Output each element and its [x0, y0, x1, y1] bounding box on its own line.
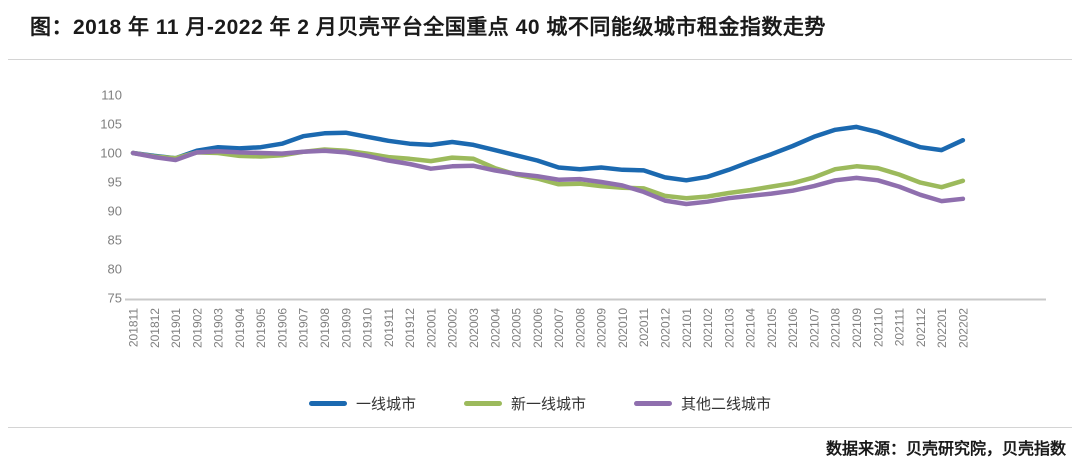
legend-label-new-tier1: 新一线城市 — [510, 395, 586, 413]
y-axis-tick-label: 80 — [108, 262, 122, 277]
x-axis-tick-label: 202108 — [829, 308, 843, 348]
x-axis-tick-label: 202101 — [680, 308, 694, 348]
x-axis-tick-label: 202107 — [807, 308, 821, 348]
x-axis-tick-label: 202008 — [573, 308, 587, 348]
y-axis-tick-label: 110 — [101, 88, 122, 103]
x-axis-tick-label: 201904 — [233, 308, 247, 348]
x-axis-tick-label: 201905 — [254, 308, 268, 348]
x-axis-tick-label: 201911 — [382, 308, 396, 347]
legend-label-other-tier2: 其他二线城市 — [681, 395, 772, 413]
x-axis-tick-label: 201812 — [148, 308, 162, 348]
y-axis-tick-label: 90 — [108, 204, 122, 219]
x-axis-ticks: 201811 201812 201901 201902 201903 201904 2019… — [127, 308, 971, 348]
data-source-note: 数据来源：贝壳研究院，贝壳指数 — [825, 441, 1066, 458]
x-axis-tick-label: 202102 — [701, 308, 715, 348]
x-axis-tick-label: 202112 — [914, 308, 928, 347]
y-axis-tick-label: 105 — [100, 117, 122, 132]
x-axis-tick-label: 201906 — [275, 308, 289, 348]
legend-swatch-tier1 — [308, 400, 347, 406]
x-axis-tick-label: 202103 — [722, 308, 736, 348]
series-line-1 — [130, 147, 966, 201]
x-axis-tick-label: 202104 — [744, 308, 758, 348]
chart-area: 110 105 100 95 90 85 80 75 201811 201812 201901 201… — [0, 60, 1080, 390]
x-axis-tick-label: 202003 — [467, 308, 481, 348]
legend-label-tier1: 一线城市 — [355, 395, 416, 413]
x-axis-tick-label: 202011 — [637, 308, 651, 347]
x-axis-tick-label: 201908 — [318, 308, 332, 348]
footer-divider — [8, 427, 1072, 428]
legend-item-new-tier1: 新一线城市 — [463, 393, 586, 414]
x-axis-tick-label: 202005 — [510, 308, 524, 348]
x-axis-tick-label: 201909 — [339, 308, 353, 348]
x-axis-tick-label: 201902 — [190, 308, 204, 348]
series-line-0 — [130, 124, 966, 183]
legend-item-tier1: 一线城市 — [308, 393, 416, 414]
x-axis-tick-label: 202007 — [552, 308, 566, 348]
x-axis-tick-label: 202111 — [893, 308, 907, 347]
x-axis-tick-label: 202006 — [531, 308, 545, 348]
y-axis-tick-label: 75 — [108, 291, 122, 306]
legend-item-other-tier2: 其他二线城市 — [634, 393, 771, 414]
x-axis-tick-label: 202201 — [935, 308, 949, 348]
legend: 一线城市 新一线城市 其他二线城市 — [0, 390, 1080, 416]
series-line-2 — [130, 148, 966, 207]
x-axis-tick-label: 202009 — [595, 308, 609, 348]
x-axis-tick-label: 202110 — [871, 308, 885, 347]
x-axis-tick-label: 202010 — [616, 308, 630, 348]
x-axis-tick-label: 202001 — [424, 308, 438, 348]
x-axis-tick-label: 201901 — [169, 308, 183, 348]
x-axis-tick-label: 201910 — [361, 308, 375, 348]
x-axis-tick-label: 201811 — [127, 308, 141, 347]
title-divider — [8, 59, 1072, 60]
y-axis-ticks: 110 105 100 95 90 85 80 75 — [100, 88, 122, 306]
legend-swatch-new-tier1 — [463, 400, 502, 406]
y-axis-tick-label: 95 — [108, 175, 122, 190]
x-axis-tick-label: 202012 — [659, 308, 673, 348]
x-axis-tick-label: 201912 — [403, 308, 417, 348]
x-axis-tick-label: 202004 — [488, 308, 502, 348]
x-axis-tick-label: 201907 — [297, 308, 311, 348]
x-axis-tick-label: 201903 — [212, 308, 226, 348]
x-axis-tick-label: 202109 — [850, 308, 864, 348]
y-axis-tick-label: 85 — [108, 233, 122, 248]
x-axis-tick-label: 202105 — [765, 308, 779, 348]
x-axis-tick-label: 202106 — [786, 308, 800, 348]
page-title: 图：2018 年 11 月-2022 年 2 月贝壳平台全国重点 40 城不同能… — [30, 16, 826, 39]
y-axis-tick-label: 100 — [100, 146, 122, 161]
x-axis-tick-label: 202002 — [446, 308, 460, 348]
legend-swatch-other-tier2 — [634, 400, 672, 406]
x-axis-tick-label: 202202 — [956, 308, 970, 348]
